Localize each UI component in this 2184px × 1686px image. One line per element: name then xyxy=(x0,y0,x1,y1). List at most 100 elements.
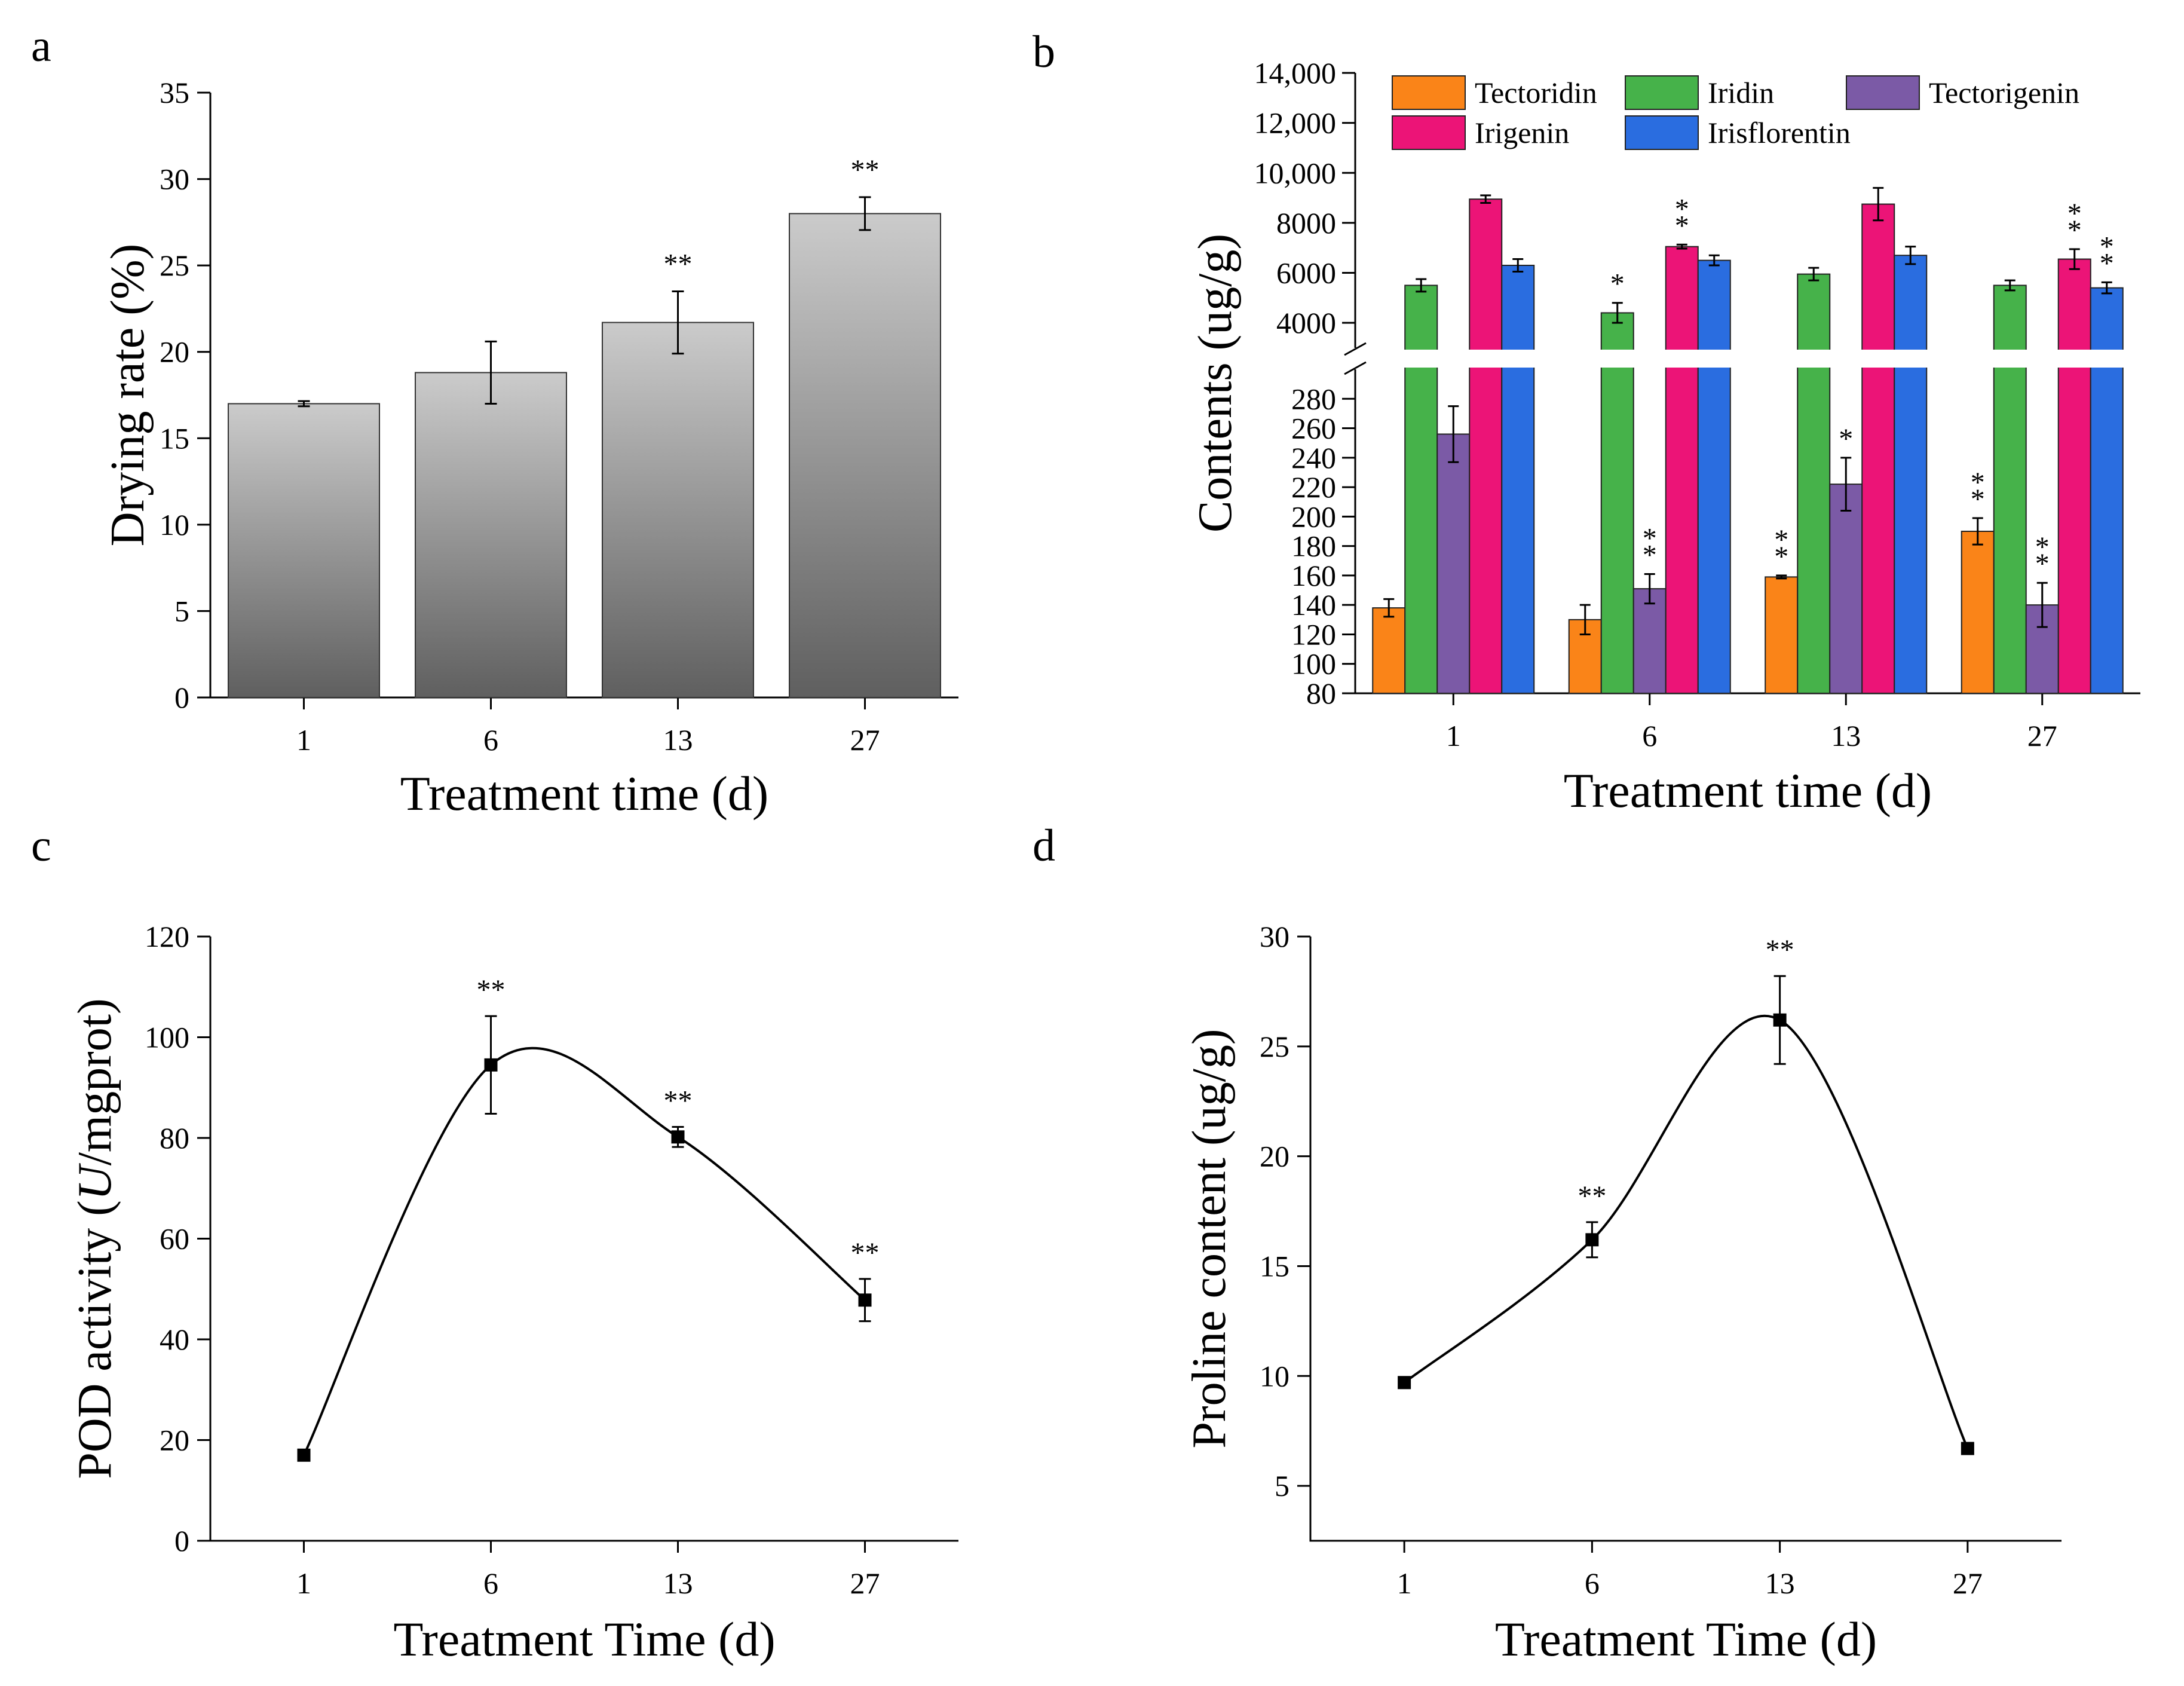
x-tick-label-d: 27 xyxy=(1953,1566,1983,1600)
y-tick-label-b: 80 xyxy=(1306,677,1336,710)
y-tick-label-a: 15 xyxy=(160,421,189,455)
y-tick-label-c: 80 xyxy=(160,1121,189,1155)
error-bar-b xyxy=(1448,405,1459,463)
y-tick-label-b: 8000 xyxy=(1276,206,1336,240)
error-bar-a xyxy=(485,340,497,405)
y-tick-label-d: 10 xyxy=(1260,1359,1289,1393)
y-axis-title-c: POD activity (U/mgprot) xyxy=(69,998,121,1479)
significance-b: * xyxy=(1839,423,1853,455)
significance-b: * xyxy=(2067,215,2082,246)
x-tick-label-b: 13 xyxy=(1831,719,1861,752)
data-point-d xyxy=(1585,1233,1599,1247)
y-tick-label-c: 0 xyxy=(174,1524,189,1558)
y-tick-label-b: 260 xyxy=(1291,412,1336,445)
bar-b xyxy=(1894,255,1928,694)
y-tick-label-a: 20 xyxy=(160,335,189,369)
data-point-d xyxy=(1398,1376,1411,1390)
bar-a xyxy=(789,213,941,698)
y-tick-label-a: 0 xyxy=(174,681,189,714)
y-tick-label-b: 200 xyxy=(1291,500,1336,533)
legend-swatch-b xyxy=(1625,75,1699,110)
chart-a: 0 5 10 15 20 25 30 35 1 6 13 ** 27 ** Treatment time (… xyxy=(102,76,958,821)
error-bar-b xyxy=(2004,279,2015,292)
axes-c xyxy=(209,937,958,1542)
y-tick-label-b: 140 xyxy=(1291,588,1336,622)
bar-b xyxy=(1501,265,1535,694)
bar-b xyxy=(1665,246,1699,694)
error-bar-a xyxy=(298,400,310,408)
y-tick-label-b: 120 xyxy=(1291,617,1336,651)
y-tick-label-c: 60 xyxy=(160,1222,189,1256)
y-tick-label-c: 120 xyxy=(145,920,189,953)
y-tick-label-b: 12,000 xyxy=(1254,106,1337,140)
panel-letter-c: c xyxy=(31,821,51,871)
y-axis-title-b: Contents (ug/g) xyxy=(1189,234,1242,533)
legend-label-b: Irisflorentin xyxy=(1708,116,1851,149)
bar-a xyxy=(415,372,567,698)
error-bar-b xyxy=(1383,598,1395,618)
y-tick-label-d: 15 xyxy=(1260,1249,1289,1283)
y-tick-label-b: 160 xyxy=(1291,559,1336,592)
significance-b: * xyxy=(2100,247,2114,279)
y-tick-label-c: 20 xyxy=(160,1424,189,1457)
significance-a: ** xyxy=(664,249,693,280)
y-tick-label-b: 220 xyxy=(1291,470,1336,504)
significance-b: * xyxy=(2067,198,2082,230)
data-point-c xyxy=(484,1058,498,1072)
y-axis-title-d: Proline content (ug/g) xyxy=(1183,1029,1236,1448)
bar-b xyxy=(1993,284,2027,694)
y-tick-label-a: 35 xyxy=(160,76,189,109)
x-tick-label-b: 27 xyxy=(2027,719,2057,752)
y-axis-title-c-part: POD activity ( xyxy=(69,1200,121,1479)
bar-b xyxy=(1797,273,1831,694)
x-tick-label-b: 1 xyxy=(1446,719,1461,752)
legend-swatch-b xyxy=(1625,115,1699,150)
x-axis-title-d: Treatment Time (d) xyxy=(1495,1612,1877,1666)
x-tick-label-a: 1 xyxy=(296,723,311,757)
x-tick-label-a: 13 xyxy=(663,723,693,757)
significance-b: * xyxy=(1675,193,1689,225)
y-tick-label-b: 4000 xyxy=(1276,306,1336,339)
legend-label-b: Tectorigenin xyxy=(1929,76,2079,109)
error-bar-b xyxy=(1480,194,1491,204)
x-tick-label-c: 27 xyxy=(850,1566,880,1600)
x-tick-label-a: 6 xyxy=(483,723,498,757)
error-bar-b xyxy=(1612,302,1623,324)
legend-label-b: Iridin xyxy=(1708,76,1774,109)
data-point-c xyxy=(297,1448,311,1462)
y-tick-label-a: 10 xyxy=(160,508,189,541)
bar-b xyxy=(1697,259,1731,694)
bar-b xyxy=(2090,287,2124,694)
significance-d: ** xyxy=(1577,1180,1606,1212)
significance-b: * xyxy=(2100,231,2114,262)
error-bar-b xyxy=(1808,267,1820,281)
error-bar-b xyxy=(1579,604,1591,635)
significance-d: ** xyxy=(1766,934,1794,966)
significance-b: * xyxy=(1675,210,1689,241)
bar-b xyxy=(1829,484,1863,694)
x-tick-label-d: 1 xyxy=(1397,1566,1412,1600)
significance-c: ** xyxy=(477,974,506,1006)
series-curve-c xyxy=(302,1047,866,1456)
y-tick-label-b: 10,000 xyxy=(1254,156,1337,189)
y-tick-label-a: 25 xyxy=(160,249,189,282)
y-tick-label-d: 20 xyxy=(1260,1140,1289,1173)
error-bar-b xyxy=(2036,582,2048,628)
x-tick-label-b: 6 xyxy=(1642,719,1657,752)
x-axis-title-a: Treatment time (d) xyxy=(400,766,768,821)
data-point-c xyxy=(858,1293,872,1307)
y-axis-title-c-part: U xyxy=(69,1162,121,1200)
y-tick-label-b: 180 xyxy=(1291,530,1336,563)
error-bar-b xyxy=(2069,248,2080,270)
error-bar-b xyxy=(1512,258,1524,273)
legend-label-b: Irigenin xyxy=(1475,116,1569,149)
legend-label-b: Tectoridin xyxy=(1475,76,1597,109)
bar-b xyxy=(1404,284,1438,694)
bar-b xyxy=(1372,607,1406,694)
significance-b: * xyxy=(2035,531,2050,563)
legend-swatch-b xyxy=(1392,115,1466,150)
bar-b xyxy=(2057,258,2091,694)
significance-b: * xyxy=(1774,541,1788,573)
legend-swatch-b xyxy=(1846,75,1920,110)
bar-b xyxy=(1961,531,1995,694)
